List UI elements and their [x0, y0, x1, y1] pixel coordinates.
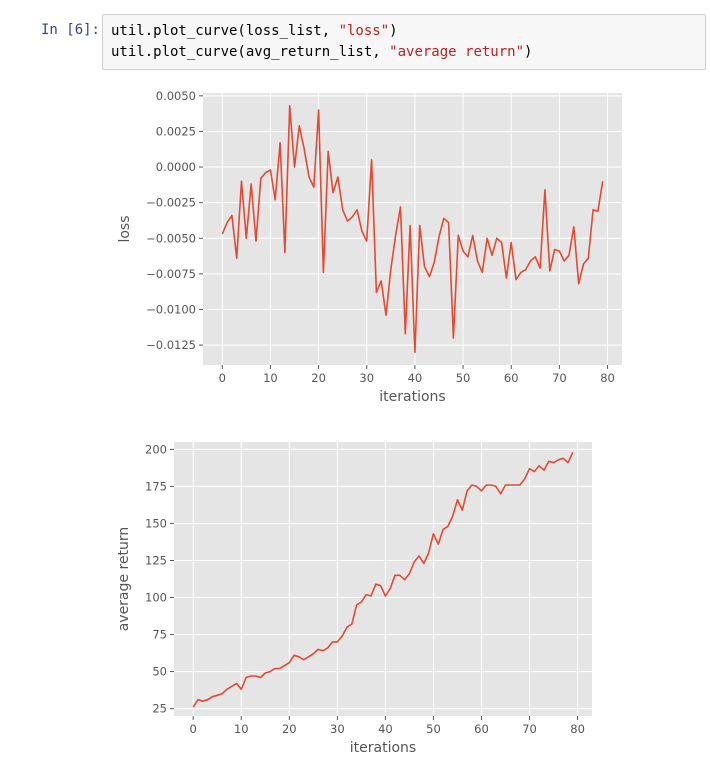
y-tick-label: 0.0025 [156, 124, 196, 138]
x-tick-label: 40 [378, 722, 393, 736]
y-tick-label: 100 [145, 591, 167, 605]
code-line-2: util.plot_curve(avg_return_list, "averag… [111, 44, 532, 60]
x-tick-label: 70 [522, 722, 537, 736]
loss-chart: 0.0050 0.0025 0.0000 −0.0025 −0.0050 −0.0075 −… [117, 89, 622, 405]
x-tick-label: 80 [570, 722, 585, 736]
series-line [192, 452, 574, 708]
x-tick-label: 0 [190, 722, 197, 736]
code-string-literal: "average return" [389, 44, 525, 60]
y-tick-label: −0.0025 [146, 196, 196, 210]
plot-area [203, 93, 622, 365]
x-tick-label: 10 [263, 371, 278, 385]
x-tick-label: 60 [504, 371, 519, 385]
y-tick-label: 175 [145, 479, 167, 493]
x-tick-label: 30 [359, 371, 374, 385]
code-string-literal: "loss" [338, 23, 390, 39]
y-tick-label: 50 [152, 665, 167, 679]
x-tick-label: 70 [552, 371, 567, 385]
x-tick-label: 20 [311, 371, 326, 385]
code-text: ) [524, 44, 533, 60]
x-tick-label: 50 [456, 371, 471, 385]
y-tick-label: −0.0100 [146, 302, 196, 316]
y-tick-label: 0.0050 [156, 89, 196, 103]
y-tick-label: 125 [145, 553, 167, 567]
y-tick-label: −0.0075 [146, 267, 196, 281]
x-tick-label: 20 [282, 722, 297, 736]
x-tick-label: 50 [426, 722, 441, 736]
x-tick-label: 30 [330, 722, 345, 736]
input-prompt: In [6]: [40, 22, 100, 38]
y-tick-label: 25 [152, 702, 167, 716]
y-tick-label: 200 [145, 442, 167, 456]
code-text: ) [389, 23, 398, 39]
y-axis-label: loss [117, 215, 133, 242]
x-tick-label: 80 [600, 371, 615, 385]
code-cell-editor[interactable]: util.plot_curve(loss_list, "loss") util.… [102, 14, 706, 70]
y-axis-label: average return [116, 527, 132, 632]
plot-area [174, 442, 592, 716]
code-text: util.plot_curve(loss_list, [111, 23, 339, 39]
y-tick-label: 75 [152, 628, 167, 642]
x-axis-label: iterations [350, 740, 416, 756]
x-tick-label: 10 [234, 722, 249, 736]
y-tick-label: −0.0050 [146, 231, 196, 245]
code-text: util.plot_curve(avg_return_list, [111, 44, 390, 60]
x-axis-label: iterations [379, 389, 445, 405]
y-tick-label: −0.0125 [146, 338, 196, 352]
y-tick-label: 0.0000 [156, 160, 196, 174]
x-tick-label: 40 [408, 371, 423, 385]
series-line [221, 104, 604, 354]
x-tick-label: 0 [219, 371, 226, 385]
average-return-chart: 200 175 150 125 100 75 50 25 0 10 20 30 40 50 60 70 80 it… [116, 442, 592, 756]
code-line-1: util.plot_curve(loss_list, "loss") [111, 23, 398, 39]
x-tick-label: 60 [474, 722, 489, 736]
y-tick-label: 150 [145, 516, 167, 530]
